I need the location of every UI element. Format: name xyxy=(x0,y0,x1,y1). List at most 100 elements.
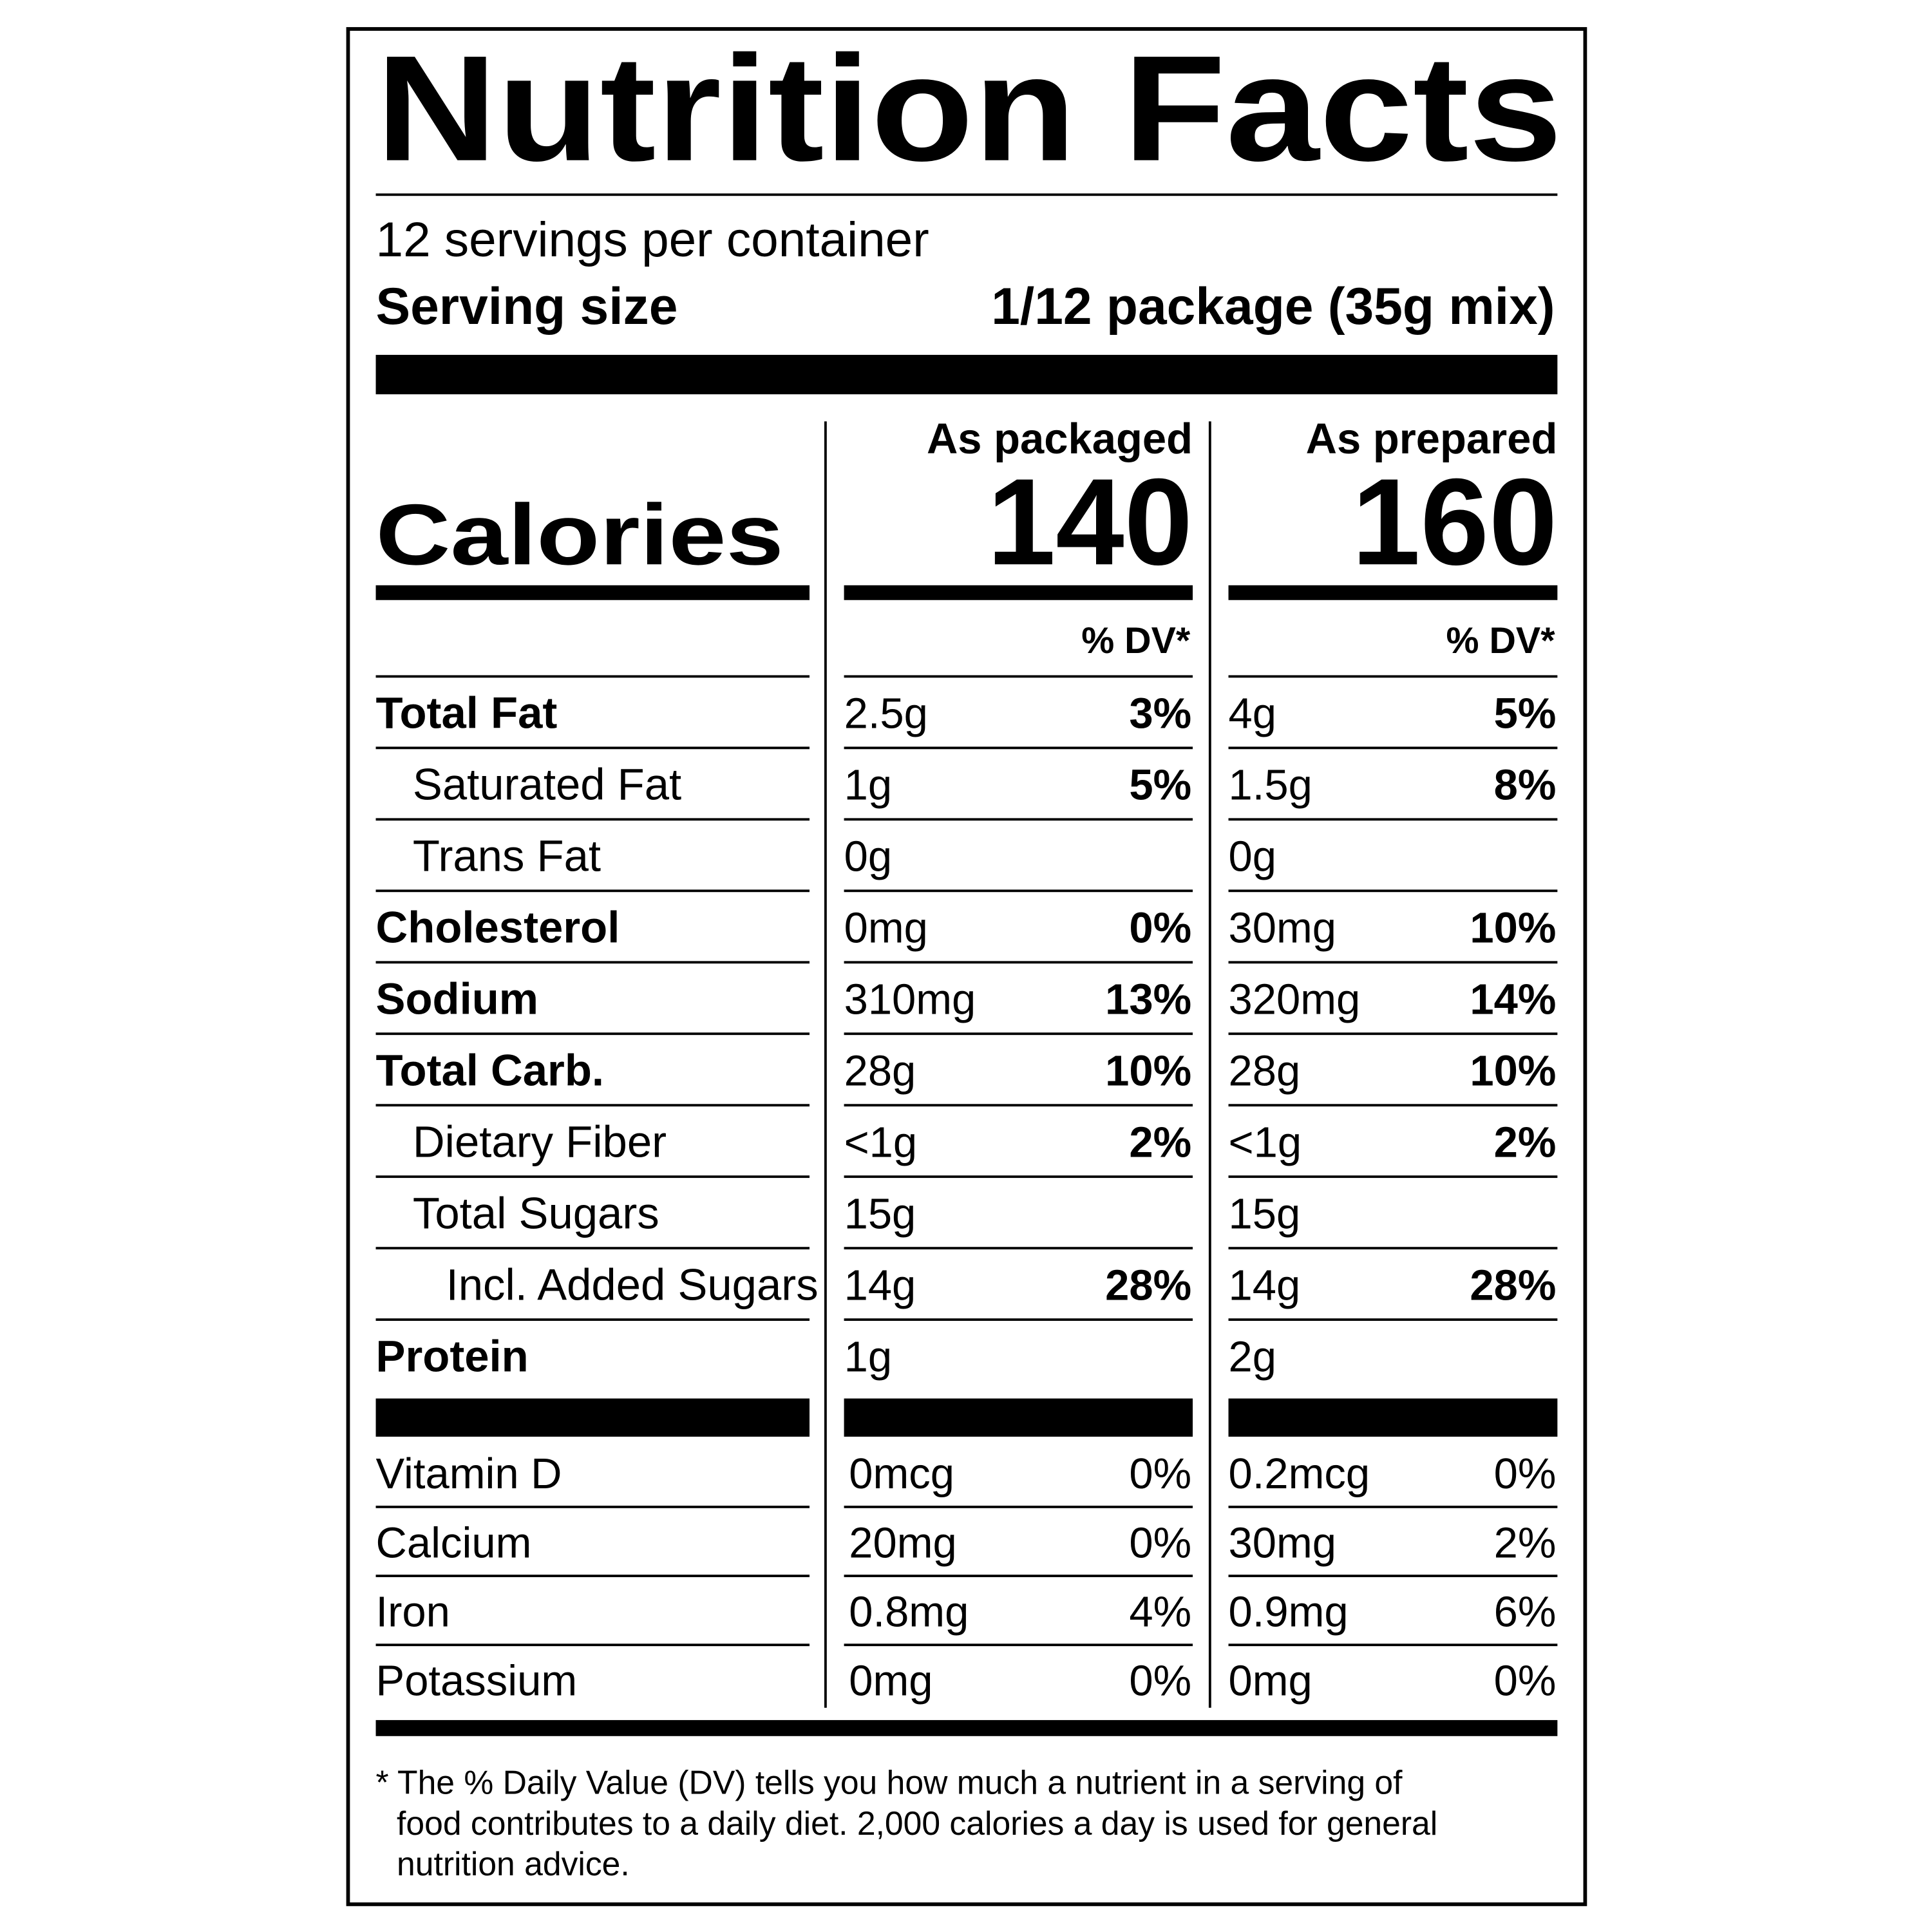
column-divider xyxy=(1208,421,1211,1708)
amount: 0g xyxy=(844,833,892,881)
separator xyxy=(375,675,810,678)
daily-value: 2% xyxy=(1494,1119,1557,1167)
servings: 12 servings per container xyxy=(376,213,929,267)
nutrient-name: Total Carb. xyxy=(376,1046,605,1095)
separator xyxy=(844,961,1193,964)
thick-bar xyxy=(844,1398,1193,1437)
separator xyxy=(844,585,1193,600)
serving-size-label: Serving size xyxy=(376,278,678,336)
separator xyxy=(375,1506,810,1508)
daily-value: 0% xyxy=(1494,1450,1557,1498)
separator xyxy=(1228,889,1558,893)
separator xyxy=(844,1032,1193,1036)
separator xyxy=(375,961,810,964)
separator xyxy=(844,1575,1193,1577)
amount: <1g xyxy=(844,1119,918,1167)
calories-label: Calories xyxy=(376,487,784,583)
vitamin-name: Potassium xyxy=(376,1657,578,1705)
separator xyxy=(1228,1247,1558,1250)
daily-value: 0% xyxy=(1129,1450,1191,1498)
separator xyxy=(844,1506,1193,1508)
separator xyxy=(1228,675,1558,678)
thick-bar xyxy=(375,355,1558,395)
separator xyxy=(1228,585,1558,600)
daily-value: 4% xyxy=(1129,1588,1191,1636)
separator xyxy=(1228,1575,1558,1577)
nutrient-name: Protein xyxy=(376,1331,529,1381)
separator xyxy=(844,1175,1193,1179)
amount: 2g xyxy=(1229,1332,1276,1381)
rule xyxy=(375,193,1558,196)
amount: 14g xyxy=(844,1261,916,1309)
separator xyxy=(1228,1032,1558,1036)
daily-value: 28% xyxy=(1470,1261,1556,1309)
separator xyxy=(844,1247,1193,1250)
column-header: As prepared xyxy=(1306,415,1558,463)
vitamin-name: Vitamin D xyxy=(376,1450,562,1498)
separator xyxy=(1228,1318,1558,1321)
daily-value: 10% xyxy=(1470,1047,1556,1095)
column-header: As packaged xyxy=(927,415,1193,463)
daily-value: 14% xyxy=(1470,976,1556,1024)
daily-value: 10% xyxy=(1105,1047,1191,1095)
vitamin-name: Iron xyxy=(376,1588,450,1636)
daily-value: 10% xyxy=(1470,904,1556,952)
separator xyxy=(844,1643,1193,1647)
daily-value: 3% xyxy=(1129,690,1191,738)
amount: 28g xyxy=(1229,1047,1301,1095)
separator xyxy=(375,1247,810,1250)
amount: 0g xyxy=(1229,833,1276,881)
separator xyxy=(844,818,1193,821)
daily-value: 2% xyxy=(1494,1519,1557,1567)
title: Nutrition Facts xyxy=(376,25,1562,193)
thick-bar xyxy=(375,1719,1558,1736)
footnote-line: * The % Daily Value (DV) tells you how m… xyxy=(376,1764,1403,1801)
serving-size-value: 1/12 package (35g mix) xyxy=(991,278,1555,336)
daily-value: 0% xyxy=(1129,1519,1191,1567)
amount: 30mg xyxy=(1229,904,1336,952)
nutrient-name: Trans Fat xyxy=(413,831,601,881)
separator xyxy=(1228,1104,1558,1107)
separator xyxy=(375,1032,810,1036)
amount: 4g xyxy=(1229,690,1276,738)
calories-value: 160 xyxy=(1352,453,1557,591)
separator xyxy=(375,1318,810,1321)
amount: 0mcg xyxy=(849,1450,954,1498)
dv-header: % DV* xyxy=(1446,620,1556,661)
amount: 0mg xyxy=(844,904,928,952)
amount: <1g xyxy=(1229,1119,1302,1167)
footnote-line: nutrition advice. xyxy=(397,1845,630,1882)
daily-value: 2% xyxy=(1129,1119,1191,1167)
separator xyxy=(375,1104,810,1107)
amount: 15g xyxy=(1229,1190,1301,1238)
amount: 0.8mg xyxy=(849,1588,969,1636)
separator xyxy=(375,1575,810,1577)
separator xyxy=(1228,1175,1558,1179)
separator xyxy=(375,746,810,750)
separator xyxy=(844,889,1193,893)
amount: 0.9mg xyxy=(1229,1588,1349,1636)
amount: 14g xyxy=(1229,1261,1301,1309)
column-divider xyxy=(824,421,827,1708)
daily-value: 5% xyxy=(1494,690,1557,738)
daily-value: 13% xyxy=(1105,976,1191,1024)
amount: 28g xyxy=(844,1047,916,1095)
amount: 20mg xyxy=(849,1519,956,1567)
amount: 0.2mcg xyxy=(1229,1450,1370,1498)
calories-value: 140 xyxy=(987,453,1193,591)
border xyxy=(346,27,1587,1906)
separator xyxy=(375,1175,810,1179)
amount: 0mg xyxy=(849,1657,933,1705)
separator xyxy=(844,1104,1193,1107)
separator xyxy=(844,746,1193,750)
nutrient-name: Sodium xyxy=(376,974,538,1024)
separator xyxy=(1228,1506,1558,1508)
amount: 1g xyxy=(844,761,892,810)
separator xyxy=(1228,1643,1558,1647)
amount: 1.5g xyxy=(1229,761,1312,810)
daily-value: 0% xyxy=(1494,1657,1557,1705)
amount: 320mg xyxy=(1229,976,1361,1024)
amount: 2.5g xyxy=(844,690,928,738)
